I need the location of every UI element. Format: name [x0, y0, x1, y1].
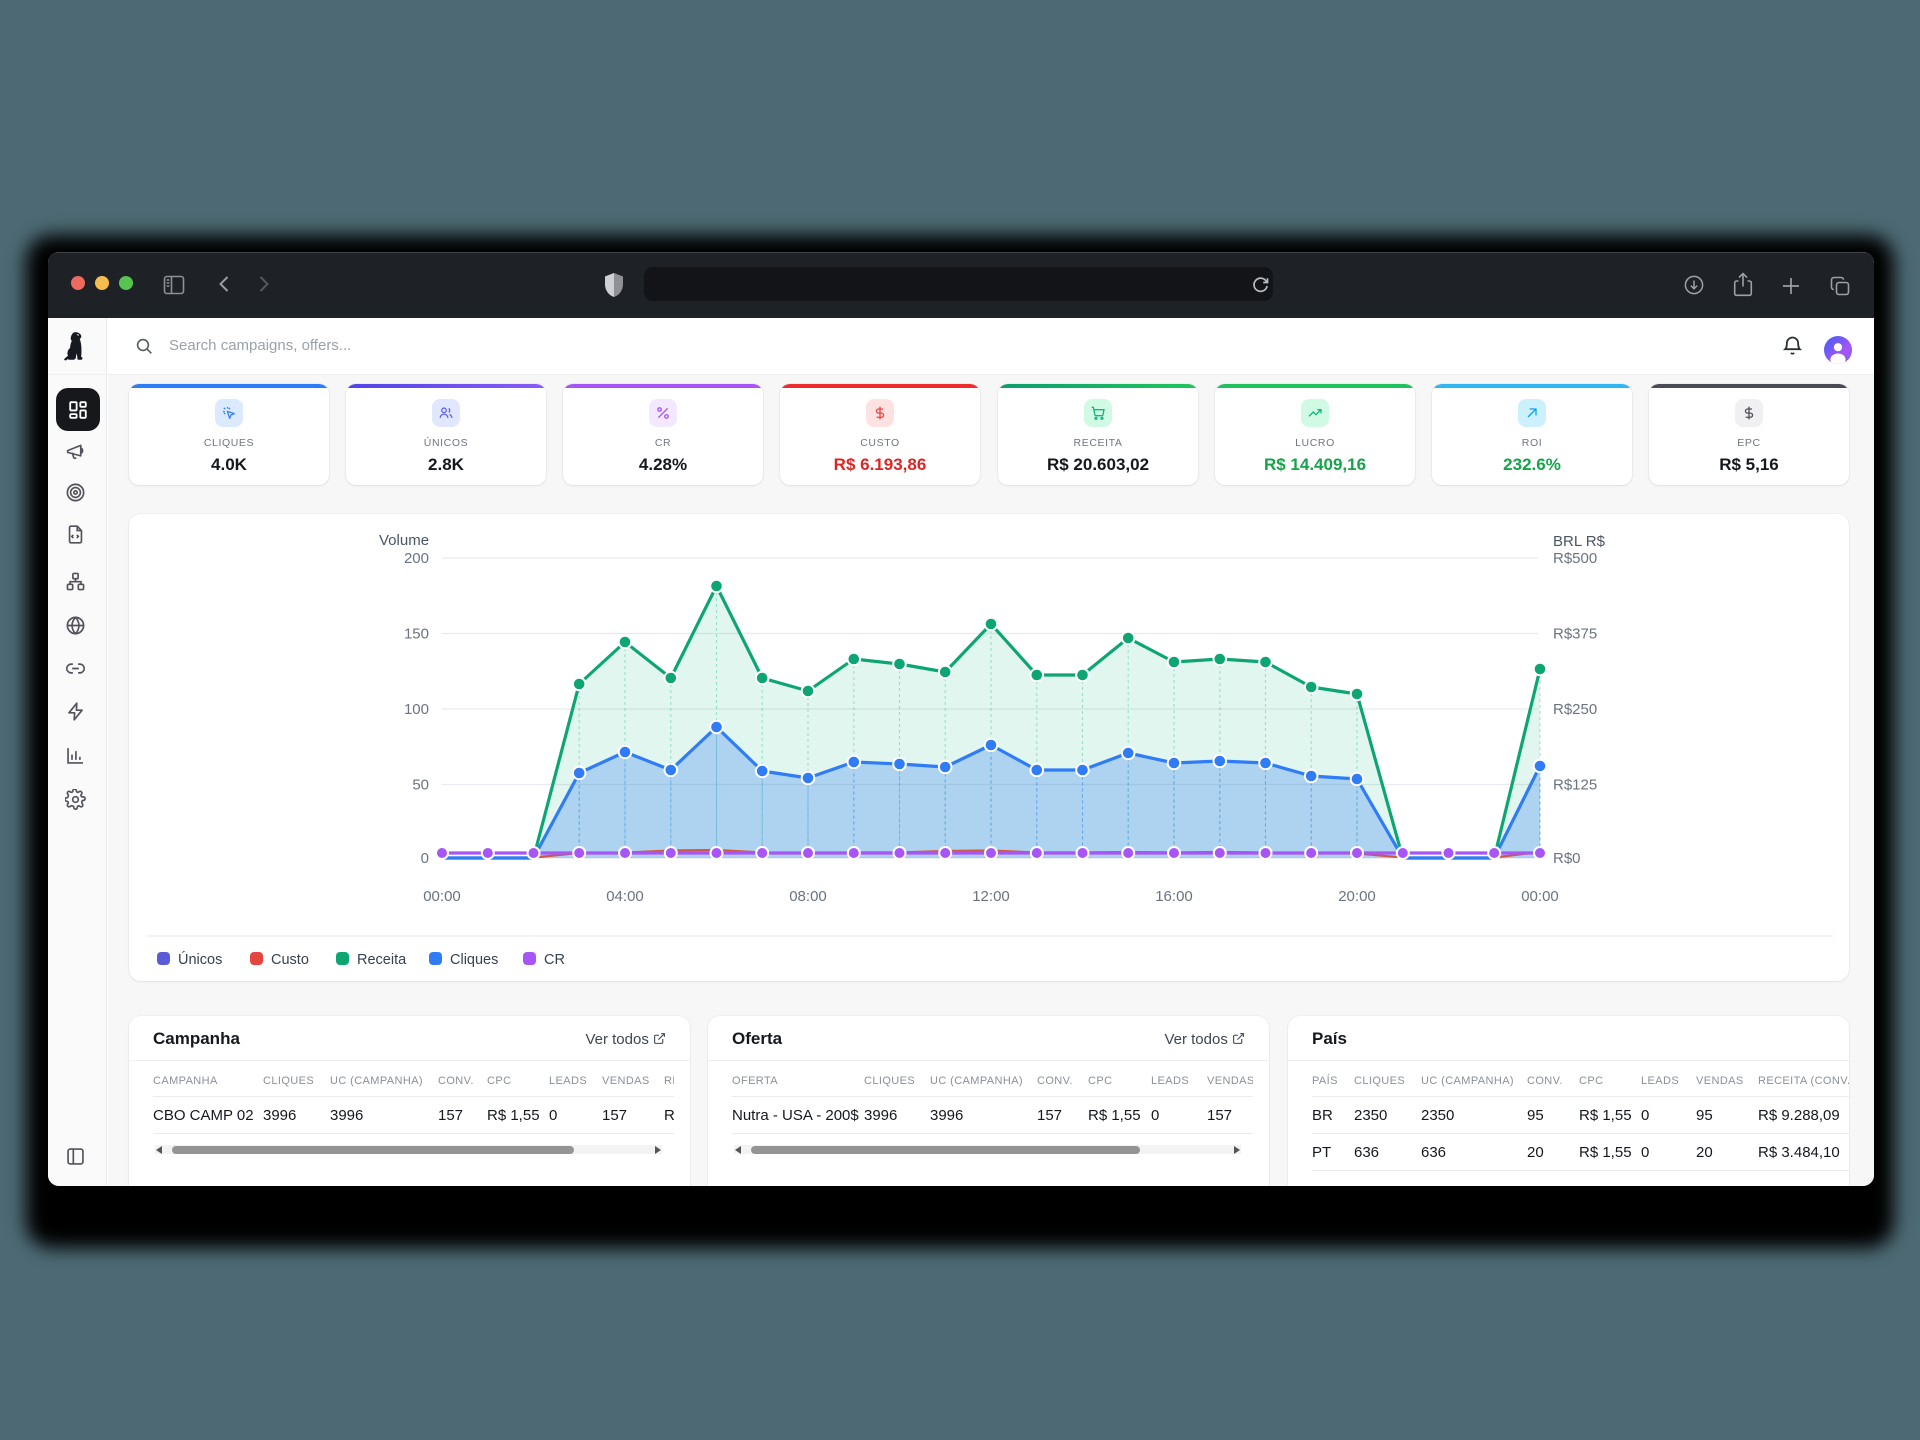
svg-text:12:00: 12:00: [972, 888, 1010, 905]
svg-text:R$500: R$500: [1553, 550, 1597, 567]
svg-text:00:00: 00:00: [423, 888, 461, 905]
svg-text:200: 200: [404, 550, 429, 567]
svg-text:50: 50: [412, 777, 429, 794]
svg-text:16:00: 16:00: [1155, 888, 1193, 905]
svg-text:BRL R$: BRL R$: [1553, 533, 1606, 550]
svg-text:R$0: R$0: [1553, 850, 1581, 867]
svg-text:Cliques: Cliques: [450, 952, 498, 968]
svg-text:Volume: Volume: [379, 532, 429, 549]
svg-text:08:00: 08:00: [789, 888, 827, 905]
svg-text:0: 0: [421, 850, 429, 867]
svg-text:100: 100: [404, 701, 429, 718]
svg-text:150: 150: [404, 626, 429, 643]
svg-text:Únicos: Únicos: [178, 951, 222, 968]
svg-text:R$125: R$125: [1553, 777, 1597, 794]
svg-text:04:00: 04:00: [606, 888, 644, 905]
svg-text:R$250: R$250: [1553, 701, 1597, 718]
svg-text:Custo: Custo: [271, 952, 309, 968]
svg-text:Receita: Receita: [357, 952, 407, 968]
svg-text:00:00: 00:00: [1521, 888, 1559, 905]
svg-text:R$375: R$375: [1553, 626, 1597, 643]
svg-text:CR: CR: [544, 952, 565, 968]
svg-text:20:00: 20:00: [1338, 888, 1376, 905]
